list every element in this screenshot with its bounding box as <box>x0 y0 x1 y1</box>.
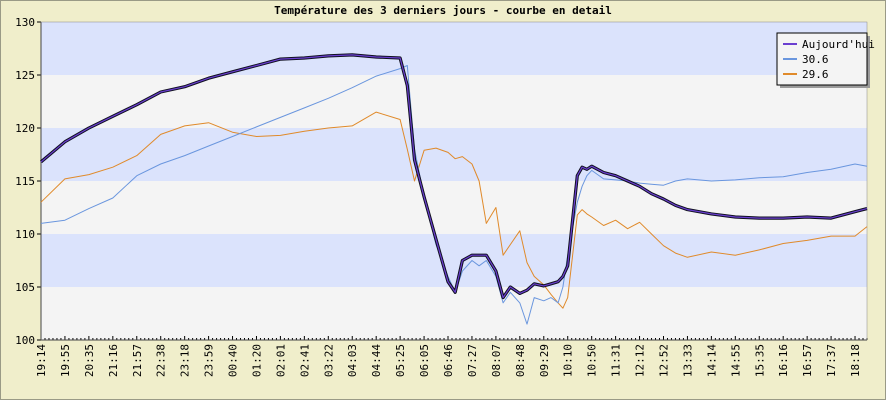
legend-label: 30.6 <box>802 53 829 66</box>
x-tick-label: 04:44 <box>370 344 383 377</box>
series-line-aujourdhui <box>40 54 868 299</box>
y-tick-label: 110 <box>15 228 35 241</box>
x-tick-label: 18:18 <box>849 344 862 377</box>
legend-label: 29.6 <box>802 68 829 81</box>
x-tick-label: 11:31 <box>610 344 623 377</box>
x-tick-label: 22:38 <box>155 344 168 377</box>
plot-band <box>41 181 867 234</box>
x-tick-label: 14:14 <box>705 344 718 377</box>
plot-band <box>41 128 867 181</box>
plot-band <box>41 22 867 75</box>
x-tick-label: 04:03 <box>346 344 359 377</box>
series-line-296 <box>40 111 868 309</box>
y-tick-label: 130 <box>15 16 35 29</box>
y-tick-label: 125 <box>15 69 35 82</box>
plot-band <box>41 234 867 287</box>
x-tick-label: 02:01 <box>274 344 287 377</box>
x-tick-label: 03:22 <box>322 344 335 377</box>
x-tick-label: 19:55 <box>59 344 72 377</box>
x-tick-label: 16:57 <box>801 344 814 377</box>
x-tick-label: 10:50 <box>586 344 599 377</box>
x-tick-label: 19:14 <box>35 344 48 377</box>
x-tick-label: 00:40 <box>227 344 240 377</box>
y-tick-label: 105 <box>15 281 35 294</box>
x-tick-label: 23:59 <box>203 344 216 377</box>
x-tick-label: 06:05 <box>418 344 431 377</box>
x-tick-label: 21:57 <box>131 344 144 377</box>
x-tick-label: 06:46 <box>442 344 455 377</box>
x-tick-label: 23:18 <box>179 344 192 377</box>
x-tick-label: 08:07 <box>490 344 503 377</box>
y-tick-label: 120 <box>15 122 35 135</box>
x-tick-label: 01:20 <box>250 344 263 377</box>
x-tick-label: 12:12 <box>634 344 647 377</box>
x-tick-label: 21:16 <box>107 344 120 377</box>
series-line-306 <box>40 65 868 325</box>
legend-label: Aujourd'hui <box>802 38 875 51</box>
x-tick-label: 07:27 <box>466 344 479 377</box>
x-tick-label: 09:29 <box>538 344 551 377</box>
plot-band <box>41 75 867 128</box>
chart-title: Température des 3 derniers jours - courb… <box>274 4 612 17</box>
x-tick-label: 17:37 <box>825 344 838 377</box>
x-tick-label: 16:16 <box>777 344 790 377</box>
x-tick-label: 13:33 <box>681 344 694 377</box>
y-tick-label: 100 <box>15 334 35 347</box>
x-tick-label: 02:41 <box>298 344 311 377</box>
x-tick-label: 05:25 <box>394 344 407 377</box>
x-tick-label: 12:52 <box>657 344 670 377</box>
x-tick-label: 10:10 <box>562 344 575 377</box>
x-tick-label: 15:35 <box>753 344 766 377</box>
x-tick-label: 08:48 <box>514 344 527 377</box>
plot-band <box>41 287 867 340</box>
x-tick-label: 14:55 <box>729 344 742 377</box>
plot-area <box>40 21 868 341</box>
x-tick-label: 20:35 <box>83 344 96 377</box>
y-tick-label: 115 <box>15 175 35 188</box>
